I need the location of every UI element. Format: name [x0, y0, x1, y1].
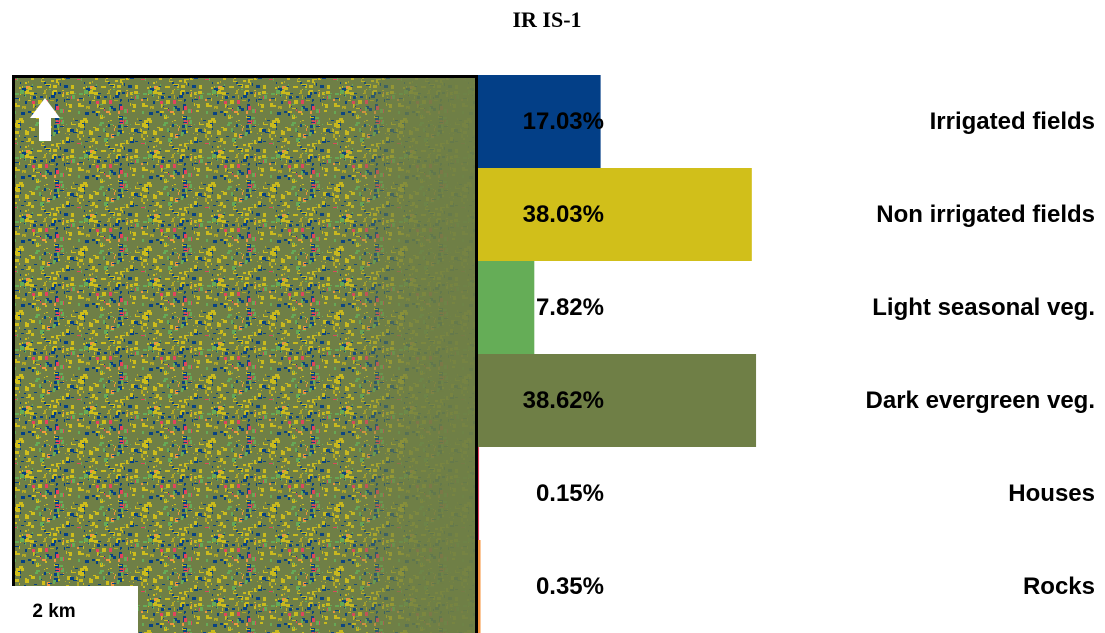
- chart: IR IS-1 2 km 17.03% Irrigated fields 38.03…: [0, 0, 1105, 633]
- value-label: 38.62%: [523, 387, 604, 414]
- bar: [478, 354, 756, 447]
- scale-bar-label: 2 km: [32, 601, 75, 622]
- value-label: 17.03%: [523, 108, 604, 135]
- bar: [478, 168, 752, 261]
- map-speckle: [12, 75, 478, 633]
- chart-title: IR IS-1: [512, 7, 581, 32]
- classification-map: 2 km: [12, 75, 478, 633]
- bar: [478, 261, 534, 354]
- page: {"chart_data": {"type": "bar", "orientat…: [0, 0, 1105, 633]
- value-label: 0.35%: [536, 573, 604, 600]
- category-label: Irrigated fields: [930, 108, 1095, 135]
- value-label: 0.15%: [536, 480, 604, 507]
- category-label: Rocks: [1023, 573, 1095, 600]
- bar: [478, 447, 479, 540]
- value-label: 38.03%: [523, 201, 604, 228]
- value-label: 7.82%: [536, 294, 604, 321]
- category-label: Light seasonal veg.: [872, 294, 1095, 321]
- bar: [478, 540, 481, 633]
- category-label: Houses: [1008, 480, 1095, 507]
- category-label: Non irrigated fields: [876, 201, 1095, 228]
- category-label: Dark evergreen veg.: [866, 387, 1095, 414]
